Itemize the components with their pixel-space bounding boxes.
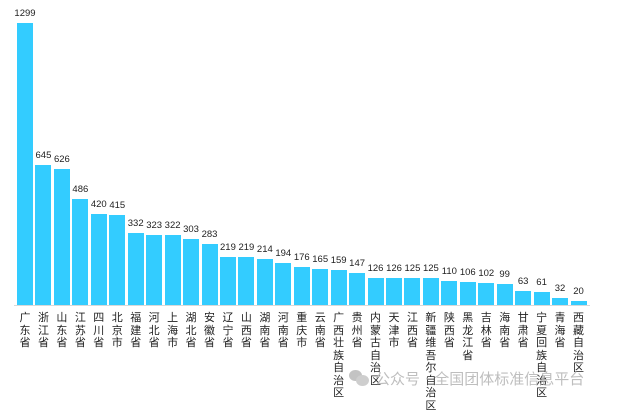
category-label: 河北省 xyxy=(148,311,160,349)
bar xyxy=(312,269,329,305)
data-label: 102 xyxy=(478,268,495,279)
category-label: 海南省 xyxy=(499,311,511,349)
category-label: 宁夏回族自治区 xyxy=(536,311,548,399)
data-label: 125 xyxy=(404,263,421,274)
data-label: 486 xyxy=(72,184,89,195)
bar xyxy=(330,270,347,305)
category-label: 吉林省 xyxy=(480,311,492,349)
bar xyxy=(515,291,532,305)
bar xyxy=(219,257,236,305)
data-label: 106 xyxy=(459,267,476,278)
watermark: 公众号 · 全国团体标准信息平台 xyxy=(349,367,584,389)
data-label: 626 xyxy=(53,154,70,165)
data-label: 99 xyxy=(499,269,510,280)
bar xyxy=(35,165,52,305)
bar xyxy=(552,298,569,305)
bar xyxy=(459,282,476,305)
data-label: 32 xyxy=(554,283,566,294)
data-label: 219 xyxy=(220,242,236,253)
bar xyxy=(72,199,89,305)
category-label: 甘肃省 xyxy=(517,311,529,349)
category-label: 贵州省 xyxy=(351,311,363,349)
data-label: 303 xyxy=(183,224,199,235)
data-label: 323 xyxy=(146,220,163,231)
bar xyxy=(90,214,107,305)
category-label: 江苏省 xyxy=(74,311,86,349)
bar xyxy=(146,235,163,305)
data-label: 1299 xyxy=(14,8,36,19)
bar xyxy=(478,283,495,305)
bar xyxy=(422,278,439,305)
data-label: 126 xyxy=(386,263,402,274)
data-label: 645 xyxy=(35,150,52,161)
bar xyxy=(533,292,550,305)
wechat-icon xyxy=(349,370,369,386)
bar xyxy=(570,301,587,305)
category-label: 重庆市 xyxy=(296,311,308,349)
category-label: 安徽省 xyxy=(204,311,215,349)
data-label: 194 xyxy=(275,248,292,259)
category-label: 新疆维吾尔自治区 xyxy=(425,311,437,412)
data-label: 420 xyxy=(90,199,107,210)
data-label: 126 xyxy=(367,263,384,274)
category-label: 浙江省 xyxy=(37,311,49,349)
category-label: 湖北省 xyxy=(185,311,197,349)
category-label: 云南省 xyxy=(314,311,326,349)
bar xyxy=(183,239,200,305)
data-label: 159 xyxy=(330,255,347,266)
watermark-text: 公众号 · 全国团体标准信息平台 xyxy=(375,369,585,388)
category-label: 内蒙古自治区 xyxy=(370,311,382,387)
data-label: 415 xyxy=(109,200,126,211)
bar xyxy=(386,278,402,305)
category-label: 北京市 xyxy=(111,311,123,349)
bar xyxy=(201,244,218,305)
data-label: 322 xyxy=(164,220,181,231)
category-label: 上海市 xyxy=(167,311,179,349)
bar xyxy=(238,257,255,305)
data-label: 20 xyxy=(573,286,584,297)
category-label: 辽宁省 xyxy=(222,311,234,349)
category-label: 河南省 xyxy=(277,311,289,349)
category-label: 山东省 xyxy=(56,311,68,349)
category-label: 广东省 xyxy=(19,311,31,349)
bar xyxy=(367,278,384,305)
data-label: 63 xyxy=(517,276,529,287)
bar xyxy=(256,259,273,305)
data-label: 214 xyxy=(256,244,273,255)
data-label: 110 xyxy=(441,266,457,277)
category-label: 黑龙江省 xyxy=(462,311,474,362)
bar xyxy=(404,278,421,305)
bar xyxy=(275,263,292,305)
category-label: 陕西省 xyxy=(443,311,455,349)
category-label: 山西省 xyxy=(240,311,252,349)
category-label: 青海省 xyxy=(554,311,566,349)
bar xyxy=(17,23,33,305)
category-label: 天津市 xyxy=(388,311,400,349)
category-label: 四川省 xyxy=(93,311,105,349)
bar xyxy=(349,273,366,305)
x-axis-line xyxy=(14,305,590,306)
data-label: 332 xyxy=(127,218,144,229)
bar xyxy=(127,233,144,305)
bar xyxy=(441,281,458,305)
category-label: 福建省 xyxy=(130,311,142,349)
category-label: 江西省 xyxy=(406,311,418,349)
data-label: 147 xyxy=(349,258,366,269)
data-label: 283 xyxy=(201,229,218,240)
data-label: 176 xyxy=(293,252,310,263)
category-label: 湖南省 xyxy=(259,311,271,349)
bar xyxy=(109,215,126,305)
bar xyxy=(293,267,310,305)
bar xyxy=(53,169,70,305)
data-label: 125 xyxy=(422,263,439,274)
data-label: 219 xyxy=(238,242,255,253)
category-label: 广西壮族自治区 xyxy=(333,311,345,399)
category-label: 西藏自治区 xyxy=(573,311,584,374)
data-label: 165 xyxy=(312,254,329,265)
data-label: 61 xyxy=(536,277,547,288)
bar xyxy=(164,235,181,305)
bar xyxy=(496,284,513,305)
